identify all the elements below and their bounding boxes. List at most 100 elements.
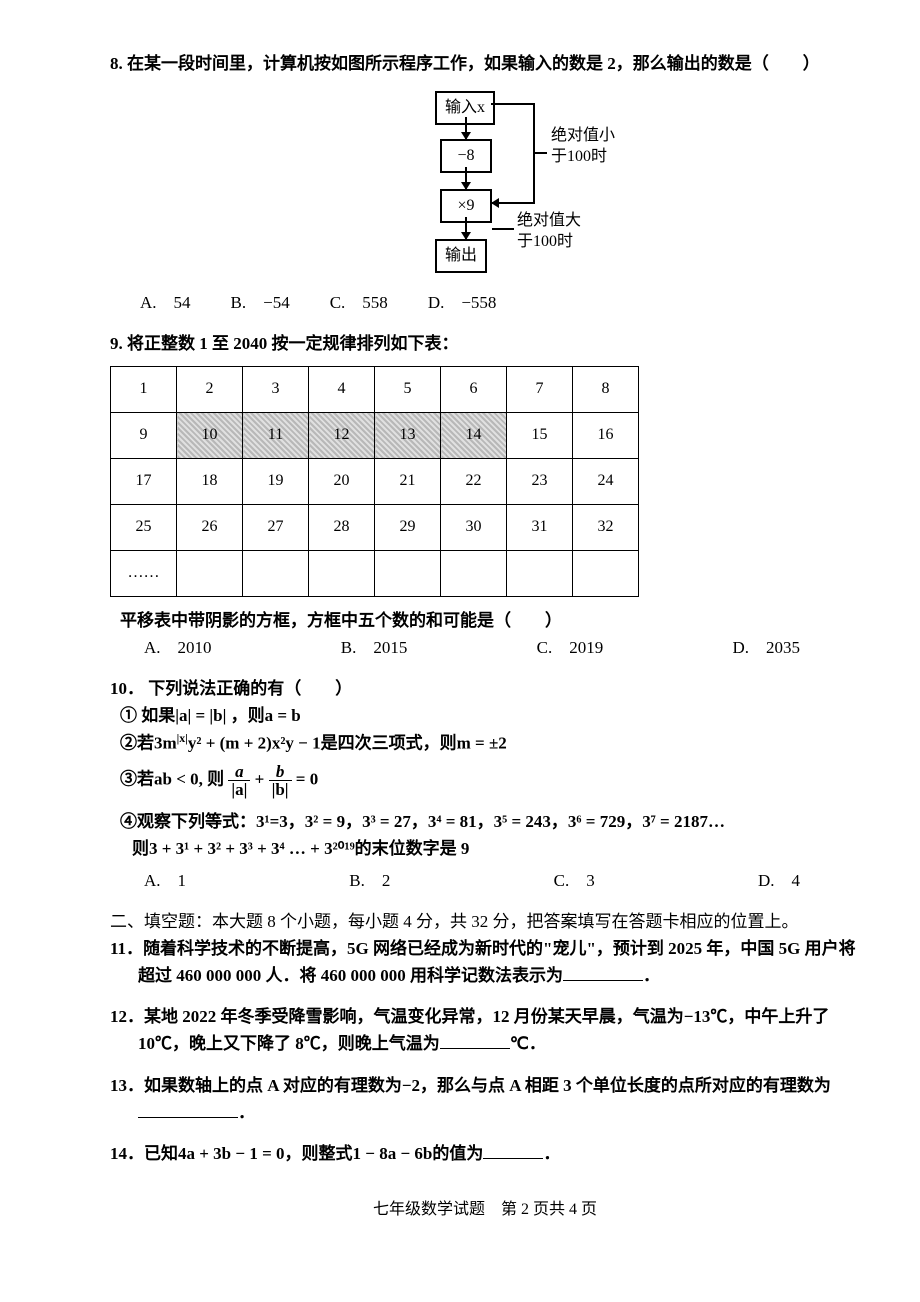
q9-opt-c: C. 2019 — [537, 634, 604, 661]
flow-brace — [533, 152, 547, 154]
table-cell: 18 — [177, 458, 243, 504]
table-cell: 27 — [243, 504, 309, 550]
fraction: a|a| — [228, 763, 250, 798]
q8-opt-a: A. 54 — [140, 289, 191, 316]
flow-cond2: 绝对值大 于100时 — [517, 211, 581, 253]
table-cell: 7 — [507, 366, 573, 412]
flow-arrow — [465, 117, 467, 139]
flow-arrow — [465, 217, 467, 239]
table-cell: 6 — [441, 366, 507, 412]
flow-arrow — [465, 167, 467, 189]
q8-opt-b: B. −54 — [231, 289, 290, 316]
section-2-title: 二、填空题：本大题 8 个小题，每小题 4 分，共 32 分，把答案填写在答题卡… — [138, 908, 860, 935]
table-cell: 5 — [375, 366, 441, 412]
table-cell — [177, 550, 243, 596]
q8-opt-d: D. −558 — [428, 289, 497, 316]
q13-num: 13． — [110, 1076, 144, 1095]
table-cell: 22 — [441, 458, 507, 504]
table-cell: 1 — [111, 366, 177, 412]
table-cell: 4 — [309, 366, 375, 412]
table-cell — [441, 550, 507, 596]
table-cell: 25 — [111, 504, 177, 550]
q10-s3: ③若ab < 0, 则 a|a| + b|b| = 0 — [110, 763, 860, 798]
table-cell: 24 — [573, 458, 639, 504]
flow-output-box: 输出 — [435, 239, 487, 273]
blank — [483, 1142, 543, 1159]
table-cell: 10 — [177, 412, 243, 458]
q8-num: 8. — [110, 54, 123, 73]
question-8: 8. 在某一段时间里，计算机按如图所示程序工作，如果输入的数是 2，那么输出的数… — [110, 50, 860, 316]
table-cell: 17 — [111, 458, 177, 504]
flow-line — [492, 202, 535, 204]
question-14: 14．已知4a + 3b − 1 = 0，则整式1 − 8a − 6b的值为． — [110, 1140, 860, 1167]
question-9: 9. 将正整数 1 至 2040 按一定规律排列如下表： 12345678910… — [110, 330, 860, 661]
page-footer: 七年级数学试题 第 2 页共 4 页 — [110, 1197, 860, 1223]
q9-options: A. 2010 B. 2015 C. 2019 D. 2035 — [110, 634, 800, 661]
flow-cond1: 绝对值小 于100时 — [551, 126, 615, 168]
flow-line — [491, 103, 535, 105]
table-cell: 30 — [441, 504, 507, 550]
table-cell: 11 — [243, 412, 309, 458]
q10-stem: 10． 下列说法正确的有（ ） — [110, 675, 860, 702]
q9-opt-a: A. 2010 — [144, 634, 212, 661]
q9-text: 将正整数 1 至 2040 按一定规律排列如下表： — [127, 334, 459, 353]
q9-table: 1234567891011121314151617181920212223242… — [110, 366, 639, 597]
q8-text: 在某一段时间里，计算机按如图所示程序工作，如果输入的数是 2，那么输出的数是（ … — [127, 54, 820, 73]
table-cell: 15 — [507, 412, 573, 458]
q8-options: A. 54 B. −54 C. 558 D. −558 — [110, 289, 860, 316]
question-13: 13．如果数轴上的点 A 对应的有理数为−2，那么与点 A 相距 3 个单位长度… — [110, 1072, 860, 1126]
table-cell: 2 — [177, 366, 243, 412]
blank — [563, 964, 643, 981]
q10-options: A. 1 B. 2 C. 3 D. 4 — [110, 867, 800, 894]
table-cell — [309, 550, 375, 596]
q8-flowchart: 输入x −8 ×9 输出 绝对值小 于100时 绝对值大 于100时 — [325, 91, 645, 281]
table-cell: 32 — [573, 504, 639, 550]
blank — [138, 1101, 238, 1118]
q10-opt-d: D. 4 — [758, 867, 800, 894]
table-cell — [375, 550, 441, 596]
table-cell — [507, 550, 573, 596]
table-cell: 19 — [243, 458, 309, 504]
q11-text: 随着科学技术的不断提高，5G 网络已经成为新时代的"宠儿"，预计到 2025 年… — [138, 939, 856, 985]
q12-num: 12． — [110, 1007, 144, 1026]
q10-text: 下列说法正确的有（ ） — [148, 679, 352, 698]
table-cell: 31 — [507, 504, 573, 550]
fraction: b|b| — [269, 763, 292, 798]
table-cell: 28 — [309, 504, 375, 550]
blank — [440, 1032, 510, 1049]
table-cell: 16 — [573, 412, 639, 458]
table-cell: 21 — [375, 458, 441, 504]
table-cell — [243, 550, 309, 596]
q10-s4a: ④观察下列等式：3¹=3，3² = 9，3³ = 27，3⁴ = 81，3⁵ =… — [110, 808, 860, 835]
table-cell: 3 — [243, 366, 309, 412]
q11-num: 11． — [110, 939, 143, 958]
table-cell: 29 — [375, 504, 441, 550]
table-cell: 13 — [375, 412, 441, 458]
q10-s1: ① 如果|a| = |b| ，则a = b — [110, 702, 860, 729]
q14-text: 已知4a + 3b − 1 = 0，则整式1 − 8a − 6b的值为 — [144, 1144, 483, 1163]
q10-opt-c: C. 3 — [554, 867, 595, 894]
q9-tail: 平移表中带阴影的方框，方框中五个数的和可能是（ ） — [110, 607, 860, 634]
q8-stem: 8. 在某一段时间里，计算机按如图所示程序工作，如果输入的数是 2，那么输出的数… — [110, 50, 860, 77]
table-cell: 20 — [309, 458, 375, 504]
table-cell: 12 — [309, 412, 375, 458]
q10-num: 10． — [110, 679, 144, 698]
question-10: 10． 下列说法正确的有（ ） ① 如果|a| = |b| ，则a = b ②若… — [110, 675, 860, 894]
q10-s4b: 则3 + 3¹ + 3² + 3³ + 3⁴ … + 3²⁰¹⁹的末位数字是 9 — [110, 835, 860, 862]
question-12: 12．某地 2022 年冬季受降雪影响，气温变化异常，12 月份某天早晨，气温为… — [110, 1003, 860, 1057]
q10-opt-b: B. 2 — [349, 867, 390, 894]
q9-num: 9. — [110, 334, 123, 353]
q9-stem: 9. 将正整数 1 至 2040 按一定规律排列如下表： — [110, 330, 860, 357]
q10-opt-a: A. 1 — [144, 867, 186, 894]
table-cell: …… — [111, 550, 177, 596]
table-cell: 9 — [111, 412, 177, 458]
table-cell: 8 — [573, 366, 639, 412]
q9-opt-d: D. 2035 — [732, 634, 800, 661]
q13-text: 如果数轴上的点 A 对应的有理数为−2，那么与点 A 相距 3 个单位长度的点所… — [144, 1076, 831, 1095]
flow-brace — [492, 228, 514, 230]
table-cell: 23 — [507, 458, 573, 504]
q10-s2: ②若3m|x|y² + (m + 2)x²y − 1是四次三项式，则m = ±2 — [110, 729, 860, 757]
table-cell: 26 — [177, 504, 243, 550]
q8-opt-c: C. 558 — [330, 289, 388, 316]
q9-opt-b: B. 2015 — [341, 634, 408, 661]
